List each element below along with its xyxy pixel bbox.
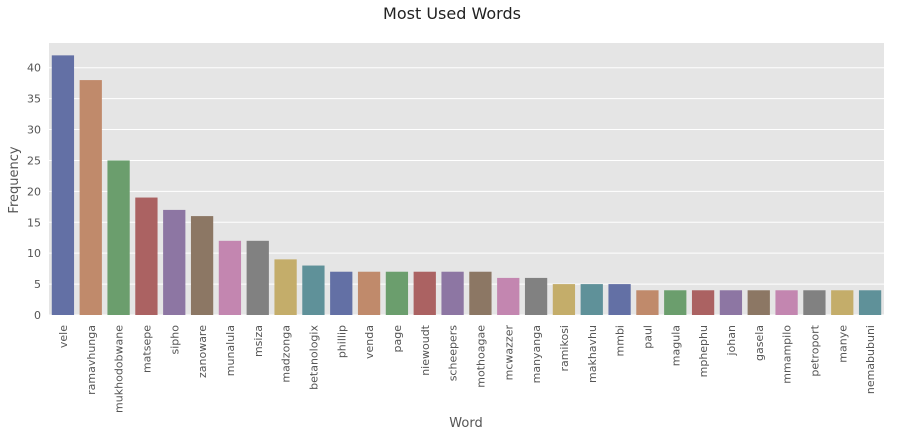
bar-niewoudt xyxy=(413,271,436,315)
bar-magula xyxy=(664,290,687,315)
bar-ramavhunga xyxy=(79,80,102,315)
x-tick-label: munalula xyxy=(224,325,237,376)
y-tick-label: 5 xyxy=(34,278,41,291)
y-tick-label: 35 xyxy=(27,93,41,106)
x-tick-label: manyanga xyxy=(530,325,543,383)
bar-manyanga xyxy=(524,277,548,315)
x-tick-label: msiza xyxy=(252,325,265,357)
bar-msiza xyxy=(246,240,269,315)
bar-petroport xyxy=(803,290,826,315)
x-tick-label: nemabubuni xyxy=(864,325,877,394)
x-tick-label: gasela xyxy=(753,325,766,361)
bar-matsepe xyxy=(135,197,158,315)
x-tick-label: paul xyxy=(641,325,654,349)
bars xyxy=(51,55,882,315)
bar-venda xyxy=(357,271,381,315)
x-tick-label: magula xyxy=(669,325,682,366)
bar-mmbi xyxy=(608,284,631,315)
x-tick-label: mphephu xyxy=(697,325,710,377)
plot-area xyxy=(49,43,884,315)
bar-paul xyxy=(636,290,659,315)
bar-gasela xyxy=(747,290,770,315)
x-tick-label: mcwazzer xyxy=(502,325,515,381)
bar-manye xyxy=(831,290,854,315)
x-tick-label: petroport xyxy=(808,324,821,376)
x-tick-label: ramikosi xyxy=(558,325,571,372)
y-tick-label: 15 xyxy=(27,216,41,229)
bar-mphephu xyxy=(691,290,715,315)
bar-makhavhu xyxy=(580,284,603,315)
bar-johan xyxy=(719,290,743,315)
chart-title: Most Used Words xyxy=(383,4,521,23)
x-tick-label: mothoagae xyxy=(474,325,487,388)
x-tick-label: mmbi xyxy=(614,325,627,356)
bar-phillip xyxy=(330,271,353,315)
bar-vele xyxy=(51,55,75,315)
bar-mukhodobwane xyxy=(107,160,130,315)
x-tick-label: johan xyxy=(725,325,738,356)
bar-scheepers xyxy=(441,271,464,315)
y-tick-label: 10 xyxy=(27,247,41,260)
bar-madzonga xyxy=(274,259,297,315)
x-tick-label: sipho xyxy=(168,325,181,355)
y-tick-label: 20 xyxy=(27,185,41,198)
x-tick-label: niewoudt xyxy=(419,324,432,375)
x-tick-label: betanologix xyxy=(307,325,320,390)
x-tick-label: zanoware xyxy=(196,325,209,378)
bar-nemabubuni xyxy=(858,290,882,315)
y-tick-label: 40 xyxy=(27,62,41,75)
bar-sipho xyxy=(163,209,186,315)
bar-ramikosi xyxy=(552,284,576,315)
x-tick-label: venda xyxy=(363,325,376,359)
y-axis-title: Frequency xyxy=(7,146,22,213)
x-axis-ticks: vele ramavhunga mukhodobwane matsepe sipho za… xyxy=(57,324,877,413)
bar-mcwazzer xyxy=(497,277,520,315)
bar-mmampilo xyxy=(775,290,798,315)
x-tick-label: matsepe xyxy=(140,325,153,373)
bar-page xyxy=(385,271,409,315)
y-tick-label: 30 xyxy=(27,124,41,137)
bar-betanologix xyxy=(302,265,325,315)
x-axis-title: Word xyxy=(449,416,482,431)
x-tick-label: vele xyxy=(57,325,70,348)
x-tick-label: madzonga xyxy=(280,325,293,383)
y-tick-label: 0 xyxy=(34,309,41,322)
x-tick-label: scheepers xyxy=(447,325,460,382)
y-axis-ticks: 0 5 10 15 20 25 30 35 40 xyxy=(27,62,41,322)
x-tick-label: manye xyxy=(836,325,849,363)
x-tick-label: mmampilo xyxy=(781,325,794,384)
bar-mothoagae xyxy=(469,271,492,315)
x-tick-label: page xyxy=(391,325,404,353)
x-tick-label: makhavhu xyxy=(586,325,599,383)
gridlines xyxy=(49,67,884,316)
bar-zanoware xyxy=(190,216,214,315)
x-tick-label: ramavhunga xyxy=(85,325,98,395)
y-tick-label: 25 xyxy=(27,154,41,167)
x-tick-label: mukhodobwane xyxy=(113,325,126,413)
bar-munalula xyxy=(218,240,242,315)
x-tick-label: phillip xyxy=(335,325,348,358)
